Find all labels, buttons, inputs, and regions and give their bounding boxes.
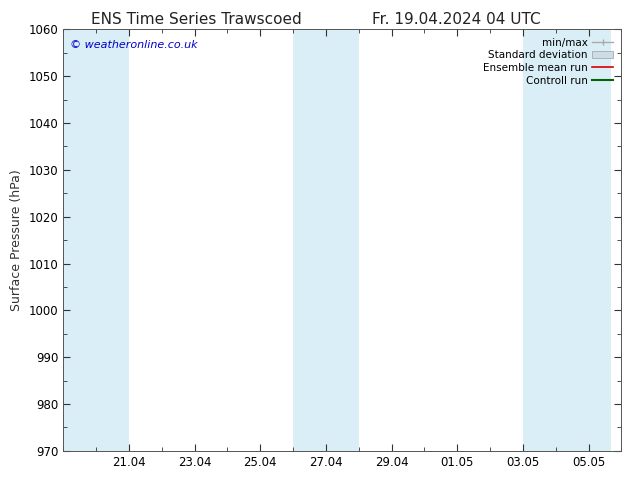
Bar — [63, 29, 129, 451]
Text: © weatheronline.co.uk: © weatheronline.co.uk — [70, 40, 198, 50]
Text: ENS Time Series Trawscoed: ENS Time Series Trawscoed — [91, 12, 302, 27]
Y-axis label: Surface Pressure (hPa): Surface Pressure (hPa) — [10, 169, 23, 311]
Bar — [293, 29, 359, 451]
Legend: min/max, Standard deviation, Ensemble mean run, Controll run: min/max, Standard deviation, Ensemble me… — [480, 35, 616, 89]
Bar — [523, 29, 611, 451]
Text: Fr. 19.04.2024 04 UTC: Fr. 19.04.2024 04 UTC — [372, 12, 541, 27]
